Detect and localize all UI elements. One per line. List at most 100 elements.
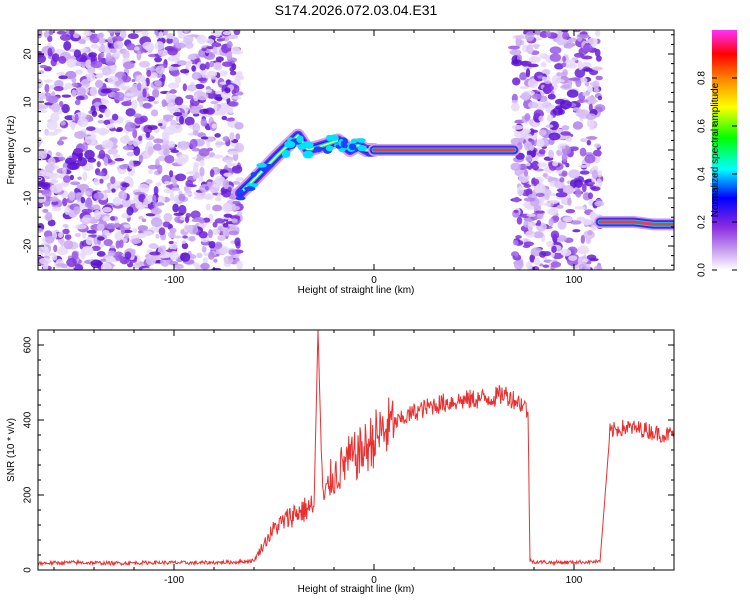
noise-blob [222, 179, 230, 190]
noise-blob [95, 74, 100, 78]
noise-blob [56, 247, 69, 256]
noise-blob [75, 54, 87, 63]
noise-blob [80, 78, 90, 89]
noise-blob [512, 240, 519, 246]
noise-blob [119, 164, 129, 170]
noise-blob [120, 225, 125, 235]
noise-blob [142, 102, 152, 109]
noise-blob [128, 159, 134, 170]
noise-blob [233, 30, 241, 36]
noise-blob [214, 30, 221, 38]
noise-blob [546, 240, 554, 248]
noise-blob [183, 34, 194, 44]
noise-blob [511, 124, 524, 130]
noise-blob [575, 188, 582, 198]
noise-blob [515, 235, 522, 239]
noise-blob [186, 171, 198, 175]
noise-blob [154, 41, 165, 51]
noise-blob [573, 52, 585, 58]
noise-blob [205, 61, 210, 70]
noise-blob [197, 77, 207, 82]
noise-blob [137, 225, 148, 232]
noise-blob [531, 160, 540, 171]
y-tick-label: -20 [23, 238, 34, 253]
noise-blob [525, 154, 533, 162]
noise-blob [114, 157, 125, 162]
noise-blob [535, 183, 546, 193]
noise-blob [221, 37, 226, 41]
noise-blob [549, 120, 559, 131]
noise-blob [540, 61, 547, 68]
noise-blob [523, 220, 529, 228]
noise-blob [516, 216, 523, 225]
noise-blob [572, 121, 584, 130]
noise-blob [574, 68, 586, 78]
noise-blob [121, 86, 129, 91]
noise-blob [75, 61, 87, 67]
ridge-blob [356, 138, 366, 143]
noise-blob [527, 78, 539, 89]
noise-blob [81, 141, 88, 152]
noise-blob [117, 97, 124, 101]
noise-blob [112, 35, 124, 42]
noise-blob [527, 222, 534, 231]
noise-blob [200, 136, 209, 140]
noise-blob [200, 118, 208, 127]
noise-blob [552, 107, 564, 116]
ridge-blob [246, 183, 259, 188]
noise-blob [112, 196, 122, 207]
noise-blob [581, 218, 592, 226]
noise-blob [109, 245, 116, 249]
noise-blob [74, 131, 87, 139]
noise-blob [38, 108, 48, 114]
noise-blob [549, 46, 562, 54]
noise-blob [538, 129, 547, 136]
noise-blob [209, 60, 215, 68]
noise-blob [181, 240, 187, 244]
noise-blob [587, 192, 594, 200]
noise-blob [146, 96, 156, 102]
noise-blob [176, 60, 187, 66]
noise-blob [521, 91, 531, 101]
noise-blob [524, 169, 529, 177]
noise-blob [44, 163, 55, 173]
noise-blob [102, 206, 112, 213]
noise-blob [579, 170, 590, 175]
noise-blob [100, 52, 105, 59]
noise-blob [566, 89, 579, 98]
noise-blob [141, 267, 154, 270]
ridge-blob [235, 196, 246, 201]
noise-blob [59, 136, 68, 140]
noise-speckle-layer [38, 30, 606, 270]
noise-blob [169, 227, 177, 234]
noise-blob [120, 30, 127, 39]
noise-blob [132, 138, 140, 147]
noise-blob [563, 216, 573, 223]
noise-blob [189, 138, 198, 149]
noise-blob [580, 138, 588, 143]
noise-blob [58, 75, 68, 80]
noise-blob [51, 253, 58, 261]
noise-blob [127, 33, 139, 40]
noise-blob [127, 140, 134, 146]
noise-blob [538, 115, 544, 122]
noise-blob [579, 147, 587, 157]
noise-blob [520, 128, 531, 134]
noise-blob [91, 110, 98, 117]
noise-blob [51, 206, 62, 212]
noise-blob [121, 75, 132, 83]
noise-blob [49, 196, 59, 202]
noise-blob [97, 236, 105, 241]
y-tick-label: 400 [23, 411, 34, 428]
x-tick-label: 0 [371, 575, 377, 586]
noise-blob [526, 30, 538, 35]
noise-blob [229, 215, 241, 220]
noise-blob [167, 82, 180, 89]
noise-blob [574, 206, 586, 210]
noise-blob [54, 79, 64, 89]
noise-blob [164, 154, 175, 164]
noise-blob [194, 264, 200, 270]
noise-blob [90, 43, 99, 49]
noise-blob [222, 136, 230, 142]
noise-blob [182, 83, 187, 92]
